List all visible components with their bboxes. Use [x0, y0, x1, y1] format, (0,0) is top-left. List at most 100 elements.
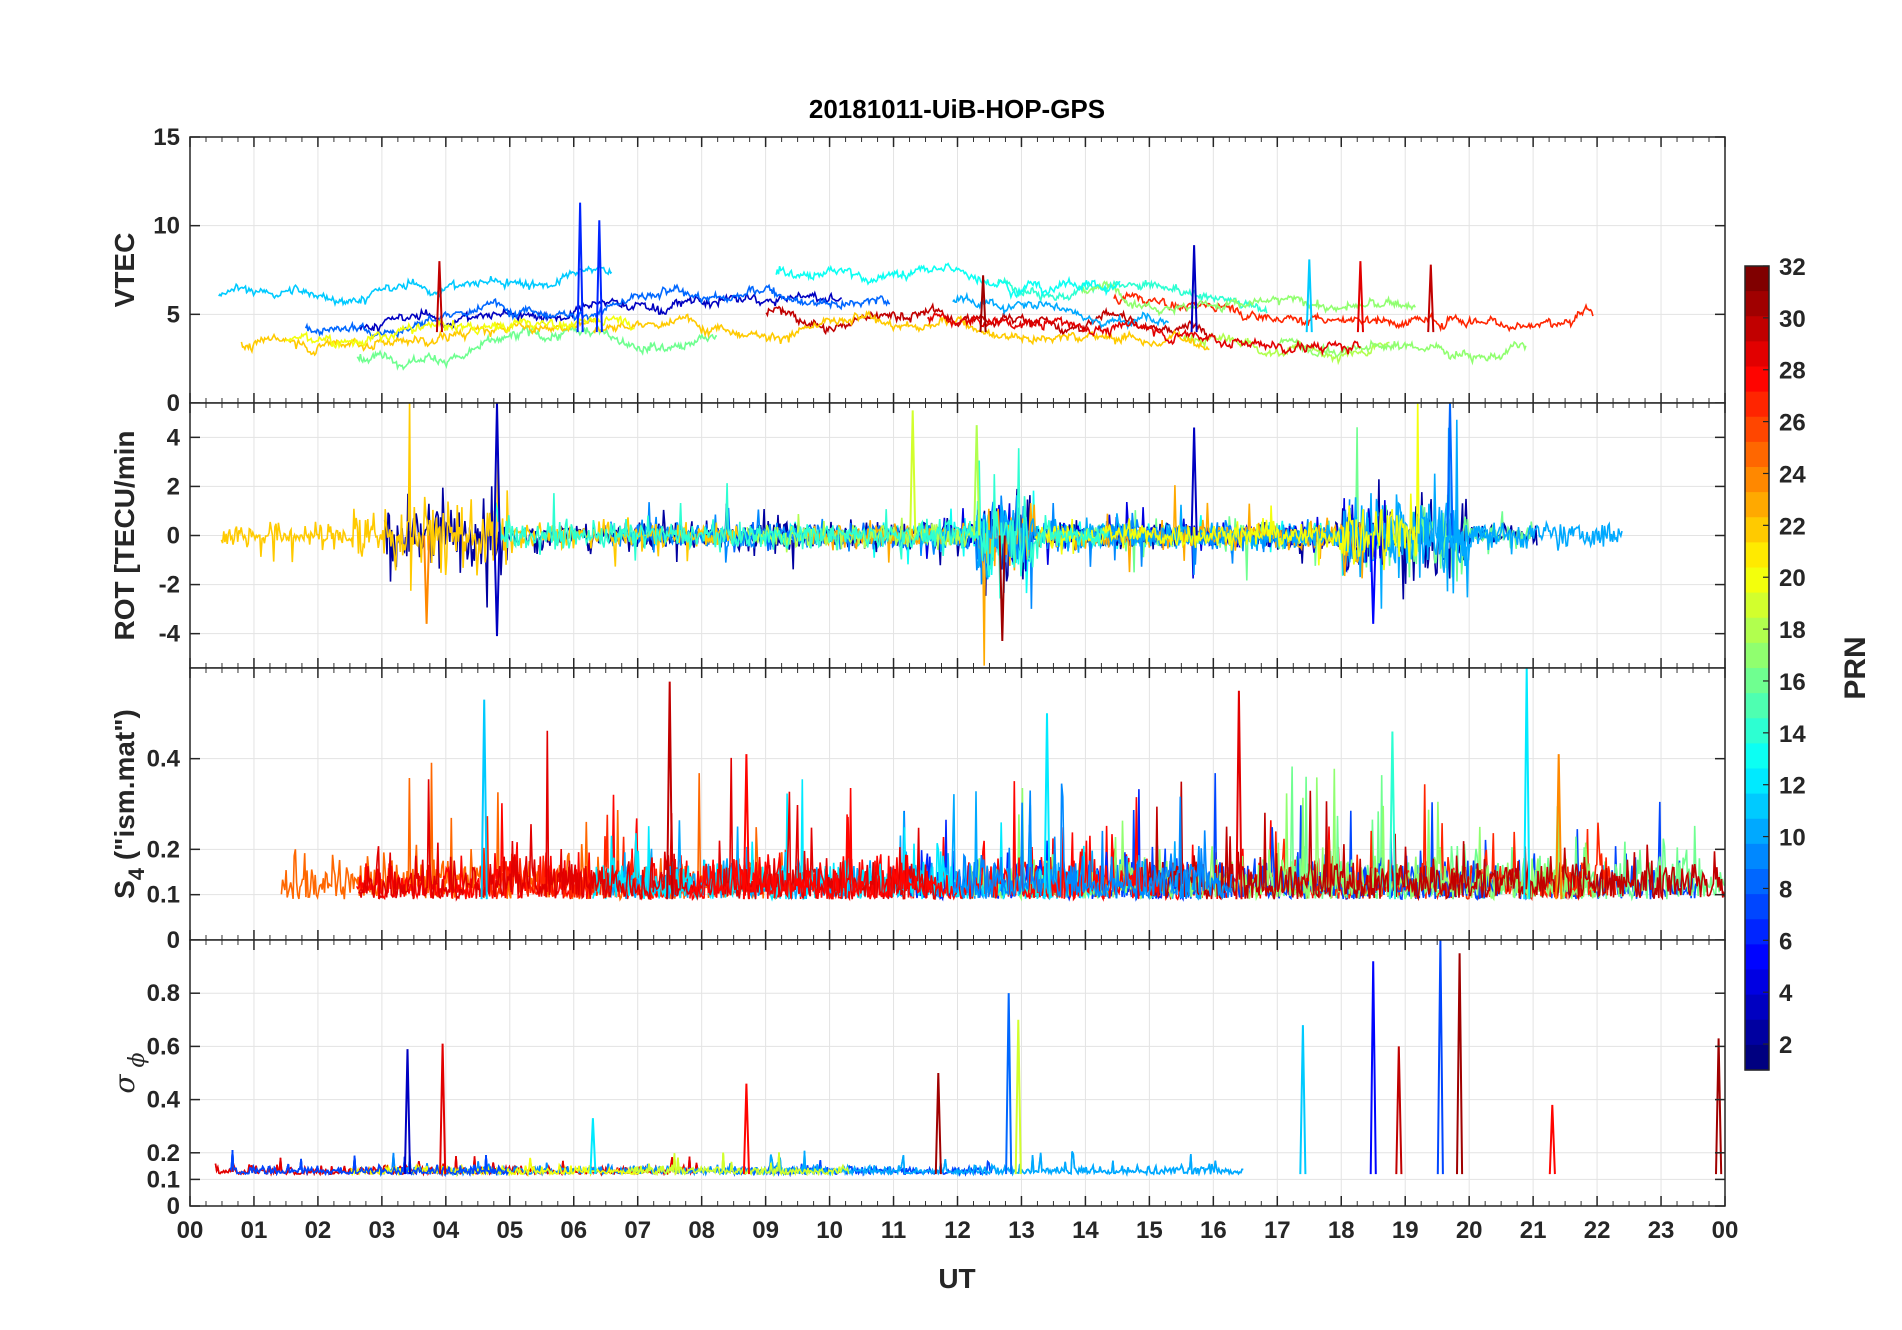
colorbar-swatch	[1745, 894, 1769, 920]
colorbar-tick-label: 26	[1779, 410, 1806, 437]
x-tick-label: 09	[752, 1217, 779, 1244]
y-tick-label: -4	[159, 621, 181, 648]
series-group	[218, 202, 1594, 371]
colorbar-swatch	[1745, 266, 1769, 292]
colorbar-swatch	[1745, 743, 1769, 770]
chart-title: 20181011-UiB-HOP-GPS	[809, 94, 1105, 124]
x-tick-label: 00	[1712, 1217, 1739, 1244]
y-axis-label: S4 ("ism.mat")	[109, 709, 149, 899]
colorbar-tick-label: 6	[1779, 928, 1792, 955]
spike-prn-31	[1715, 1038, 1723, 1175]
x-axis-label: UT	[938, 1263, 975, 1294]
x-tick-label: 01	[241, 1217, 268, 1244]
colorbar-label: PRN	[1839, 636, 1872, 699]
y-tick-label: 0.2	[147, 1140, 180, 1167]
x-tick-label: 02	[305, 1217, 332, 1244]
spike-prn-12	[1523, 668, 1531, 900]
series-prn-30	[1141, 781, 1725, 902]
series-prn-28	[689, 781, 1160, 902]
colorbar-tick-label: 32	[1779, 254, 1806, 281]
colorbar-swatch	[1745, 919, 1769, 945]
colorbar-swatch	[1745, 492, 1769, 518]
x-tick-label: 03	[369, 1217, 396, 1244]
y-tick-label: 15	[153, 124, 180, 151]
series-group	[280, 668, 1725, 902]
x-tick-label: 16	[1200, 1217, 1227, 1244]
spike-prn-19	[909, 410, 917, 536]
spike-prn-7	[1436, 940, 1444, 1175]
spike-prn-31	[934, 1072, 942, 1175]
colorbar-tick-label: 12	[1779, 773, 1806, 800]
series-prn-29	[927, 311, 1362, 357]
spike-prn-11	[1299, 1025, 1307, 1175]
y-tick-label: 0.1	[147, 882, 180, 909]
series-group	[220, 403, 1623, 666]
x-tick-label: 12	[944, 1217, 971, 1244]
colorbar-tick-label: 20	[1779, 565, 1806, 592]
y-tick-label: 0	[167, 1193, 180, 1220]
spike-prn-12	[589, 1118, 597, 1175]
series-prn-16	[356, 322, 717, 371]
x-tick-label: 13	[1008, 1217, 1035, 1244]
spike-prn-3	[493, 403, 501, 536]
series-prn-22	[592, 310, 1210, 351]
colorbar-tick-label: 28	[1779, 358, 1806, 385]
spike-prn-12	[1043, 713, 1051, 900]
spike-prn-11	[1305, 259, 1313, 333]
spike-prn-31	[1456, 953, 1464, 1175]
spike-prn-14	[1388, 731, 1396, 900]
series-prn-9	[952, 783, 1233, 901]
colorbar-swatch	[1745, 467, 1769, 493]
y-tick-label: 0.6	[147, 1033, 180, 1060]
colorbar-swatch	[1745, 843, 1769, 870]
spike-prn-30	[666, 681, 674, 900]
colorbar-swatch	[1745, 567, 1769, 594]
colorbar-swatch	[1745, 994, 1769, 1021]
y-axis-label: VTEC	[109, 233, 140, 308]
colorbar-swatch	[1745, 969, 1769, 996]
spike-prn-29	[1235, 690, 1243, 900]
spike-prn-30	[1395, 1046, 1403, 1175]
y-tick-label: 0.4	[147, 1087, 181, 1114]
y-axis-label: ROT [TECU/min	[109, 431, 140, 641]
colorbar-swatch	[1745, 718, 1769, 744]
colorbar-swatch	[1745, 316, 1769, 342]
spike-prn-31	[998, 535, 1006, 642]
spike-prn-29	[1356, 261, 1364, 333]
colorbar-tick-label: 4	[1779, 980, 1793, 1007]
series-prn-10	[761, 1150, 1244, 1177]
series-prn-29	[214, 1156, 699, 1177]
panel-4: 00.10.2 0.4 0.6 0.8 σ ϕ	[108, 939, 1726, 1220]
colorbar-swatch	[1745, 642, 1769, 669]
colorbar-frame	[1744, 265, 1770, 1071]
x-tick-label: 04	[432, 1217, 459, 1244]
colorbar-swatch	[1745, 693, 1769, 719]
colorbar-tick-label: 24	[1779, 461, 1806, 488]
spike-prn-3	[493, 535, 501, 637]
x-tick-label: 17	[1264, 1217, 1291, 1244]
colorbar-tick-label: 22	[1779, 513, 1806, 540]
spike-prn-30	[1427, 264, 1435, 333]
series-prn-19	[626, 1152, 850, 1178]
colorbar-tick-label: 2	[1779, 1032, 1792, 1059]
series-prn-13	[775, 262, 1121, 300]
colorbar-swatch	[1745, 592, 1769, 619]
series-prn-20	[1034, 403, 1420, 571]
colorbar-tick-label: 16	[1779, 669, 1806, 696]
spike-prn-19	[1014, 1019, 1022, 1175]
y-tick-label: 2	[167, 473, 180, 500]
colorbar-swatch	[1745, 341, 1769, 368]
x-tick-label: 07	[624, 1217, 651, 1244]
spike-prn-3	[1190, 427, 1198, 536]
x-tick-label: 10	[816, 1217, 843, 1244]
spike-prn-11	[480, 699, 488, 900]
y-tick-label: 0	[167, 523, 180, 550]
spike-prn-28	[1548, 1104, 1556, 1175]
x-tick-labels: 00 01 02 03 04 05 06 07 08 09 10 11 12 13 14 15 16 17 18 19…	[177, 1217, 1739, 1244]
colorbar-swatch	[1745, 818, 1769, 845]
spike-prn-8	[1446, 403, 1454, 536]
y-tick-label: 10	[153, 213, 180, 240]
series-prn-11	[218, 264, 613, 308]
